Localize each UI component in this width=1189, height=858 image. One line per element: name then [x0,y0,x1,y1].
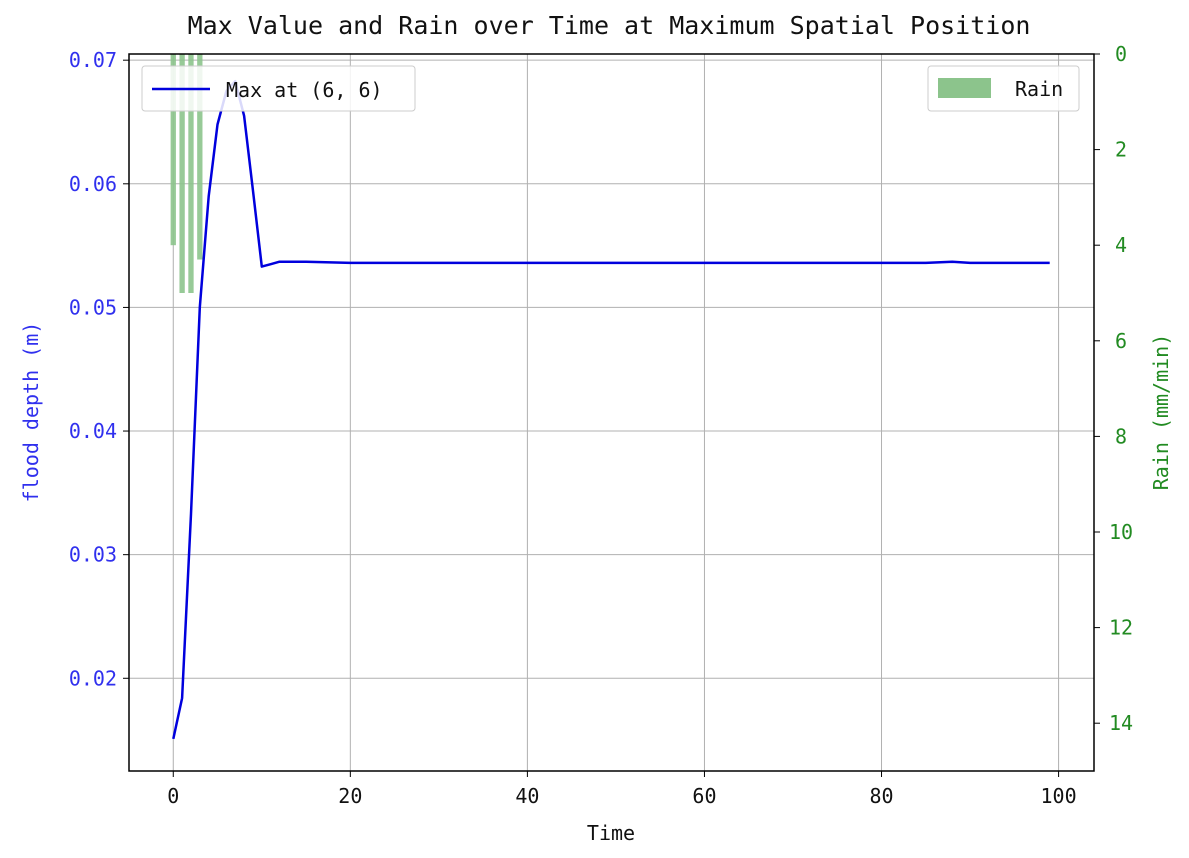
y-tick-label: 0.06 [69,172,117,196]
x-tick-label: 60 [692,784,716,808]
legend-left-box [141,65,416,112]
y-axis-label: flood depth (m) [19,322,43,503]
legend-right-box [927,65,1080,112]
legend-label-rain: Rain [1015,77,1063,101]
y-tick-label: 0.07 [69,48,117,72]
chart-title: Max Value and Rain over Time at Maximum … [188,11,1031,40]
flood-depth-polyline [172,79,1050,740]
grid-lines [129,54,1094,771]
y2-tick-label: 10 [1109,520,1133,544]
y-tick-label: 0.05 [69,295,117,319]
y-tick-label: 0.03 [69,543,117,567]
y2-tick-label: 0 [1115,42,1127,66]
rain-bar [179,54,185,293]
plot-area-frame [128,53,1095,772]
x-tick-label: 0 [167,784,179,808]
y2-tick-label: 2 [1115,138,1127,162]
x-tick-label: 100 [1041,784,1077,808]
y2-tick-label: 12 [1109,616,1133,640]
axis-ticks: 0 20 40 60 80 100 0.02 0.03 0.04 0.05 0.06 0.07 0 2 4 6… [69,42,1133,808]
legend-left[interactable]: Max at (6, 6) [141,65,416,112]
y-tick-label: 0.02 [69,666,117,690]
y2-tick-label: 8 [1115,424,1127,448]
legend-label-max: Max at (6, 6) [226,78,383,102]
x-tick-label: 40 [515,784,539,808]
y2-tick-label: 14 [1109,711,1133,735]
flood-depth-line [172,79,1050,740]
rain-bar [197,54,203,260]
x-tick-label: 20 [338,784,362,808]
rain-bar [188,54,194,293]
rain-bars [170,54,203,293]
y2-tick-label: 6 [1115,329,1127,353]
y2-tick-label: 4 [1115,233,1127,257]
legend-bar-swatch [938,78,991,98]
x-tick-label: 80 [869,784,893,808]
rain-bar [170,54,176,246]
y2-axis-label: Rain (mm/min) [1149,334,1173,491]
x-axis-label: Time [587,821,635,845]
y-tick-label: 0.04 [69,419,117,443]
legend-right[interactable]: Rain [927,65,1080,112]
